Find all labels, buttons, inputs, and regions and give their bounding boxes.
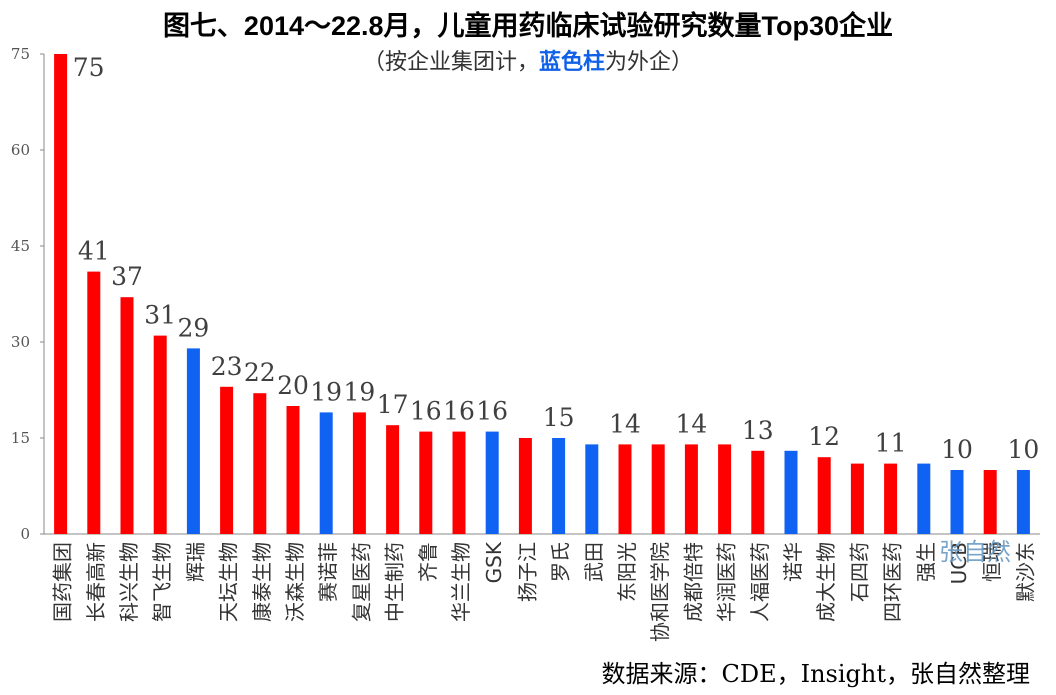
category-label: 石四药 [847,542,871,602]
category-label: 长春高新 [84,542,108,622]
bar [253,393,267,534]
bar [585,444,599,534]
category-label: 默沙东 [1013,542,1037,602]
watermark: 张自然 [939,538,1011,566]
category-label: 诺华 [781,542,805,582]
category-label: 科兴生物 [117,542,141,622]
bar [518,438,532,534]
category-label: 扬子江 [515,542,539,602]
bar [220,386,234,534]
bar [618,444,632,534]
y-tick-label: 0 [20,525,30,543]
bar [651,444,665,534]
data-label: 37 [111,262,143,291]
y-tick-label: 30 [11,333,30,351]
subtitle-suffix: 为外企） [605,50,694,75]
data-label: 22 [244,358,276,387]
data-source: 数据来源：CDE，Insight，张自然整理 [601,660,1030,688]
data-label: 19 [310,377,342,406]
data-label: 19 [343,377,375,406]
category-label: 东阳光 [615,542,639,602]
data-label: 10 [1007,435,1039,464]
bar [485,431,499,534]
bar [718,444,732,534]
y-tick-label: 60 [11,141,30,159]
category-label: 恒瑞 [980,542,1004,582]
data-label: 75 [73,53,105,82]
bar [419,431,433,534]
bar [850,463,864,534]
bar [751,450,765,534]
category-label: 协和医学院 [648,542,672,642]
bar [983,470,997,534]
category-label: 成都倍特 [681,542,705,622]
category-label: 中生制药 [383,542,407,622]
bar [319,412,333,534]
category-label: 康泰生物 [250,542,274,622]
data-label: 29 [177,313,209,342]
bar [286,406,300,534]
data-label: 11 [875,429,907,458]
bar [87,271,101,534]
bar [684,444,698,534]
data-label: 16 [443,397,475,426]
bar [884,463,898,534]
category-label: UCB [947,542,971,584]
bar [186,348,200,534]
category-label: 天坛生物 [217,542,241,622]
data-label: 16 [410,397,442,426]
category-label: 罗氏 [549,542,573,582]
bar [452,431,466,534]
data-label: 12 [808,422,840,451]
bar [352,412,366,534]
data-label: 31 [144,301,176,330]
bar [784,450,798,534]
data-label: 10 [941,435,973,464]
y-tick-label: 15 [11,429,30,447]
category-label: 赛诺菲 [316,542,340,602]
bar [153,335,167,534]
data-label: 41 [78,237,110,266]
chart-subtitle: （按企业集团计，蓝色柱为外企） [0,44,1056,76]
bar [950,470,964,534]
data-label: 16 [476,397,508,426]
category-label: 华润医药 [715,542,739,622]
data-label: 14 [609,409,641,438]
y-tick-label: 45 [11,237,30,255]
bar [817,457,831,534]
category-label: GSK [482,541,506,583]
bar [552,438,566,534]
bar [917,463,931,534]
category-label: 智飞生物 [150,542,174,622]
bar [54,54,68,534]
data-label: 15 [543,403,575,432]
category-label: 沃森生物 [283,542,307,622]
y-tick-label: 75 [11,45,30,63]
category-label: 华兰生物 [449,542,473,622]
data-label: 23 [211,352,243,381]
data-label: 20 [277,371,309,400]
category-label: 成大生物 [814,542,838,622]
category-label: 辉瑞 [183,542,207,582]
category-label: 人福医药 [748,542,772,622]
bar [386,425,400,534]
data-label: 14 [675,409,707,438]
category-label: 强生 [914,542,938,582]
bar [120,297,134,534]
category-label: 武田 [582,542,606,582]
category-label: 齐鲁 [416,542,440,582]
chart-title: 图七、2014～22.8月，儿童用药临床试验研究数量Top30企业 [162,11,894,41]
data-label: 17 [377,390,409,419]
category-label: 复星医药 [349,542,373,622]
category-label: 四环医药 [881,542,905,622]
subtitle-highlight: 蓝色柱 [538,50,605,75]
data-label: 13 [742,416,774,445]
subtitle-prefix: （按企业集团计， [362,50,539,75]
bar [1016,470,1030,534]
category-label: 国药集团 [51,542,75,622]
